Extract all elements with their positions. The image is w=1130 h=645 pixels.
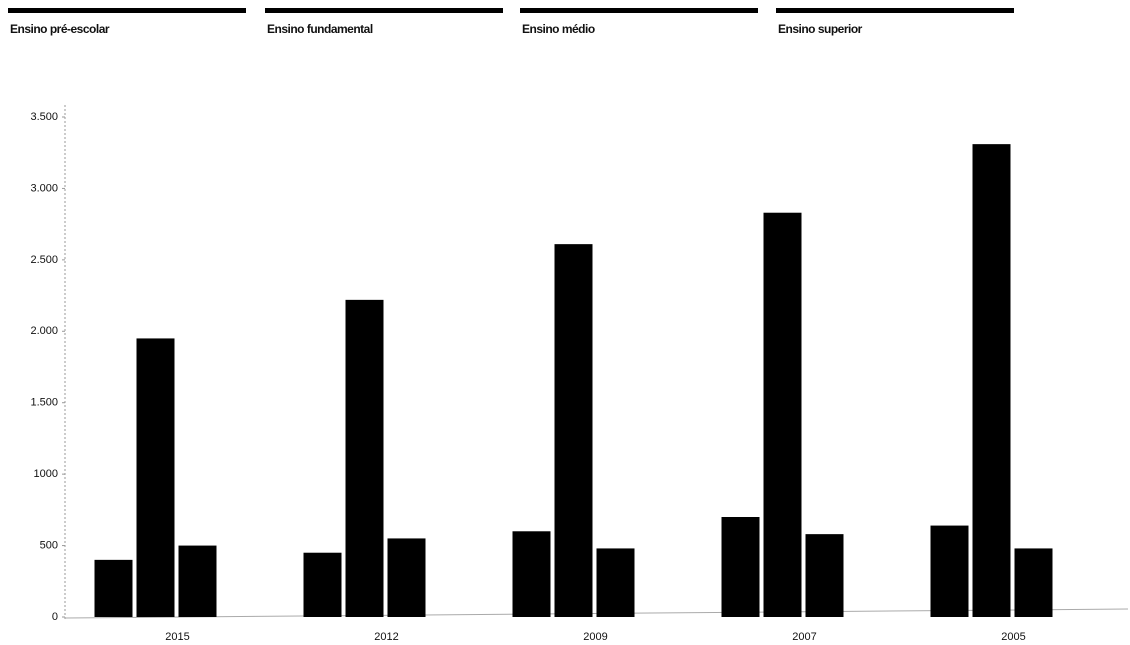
legend-swatch (776, 8, 1014, 13)
legend-swatch (8, 8, 246, 13)
bar (721, 517, 760, 617)
bar (972, 144, 1011, 617)
legend-label: Ensino fundamental (267, 22, 373, 36)
y-tick-label: 500 (40, 539, 58, 551)
bar (94, 559, 133, 617)
bar (303, 552, 342, 617)
bar (1014, 548, 1053, 617)
legend-swatch (265, 8, 503, 13)
y-tick-label: 0 (52, 611, 58, 623)
y-tick-label: 3.000 (30, 182, 58, 194)
bar (596, 548, 635, 617)
bar (763, 212, 802, 617)
x-tick-label: 2005 (1001, 631, 1025, 643)
bar (387, 538, 426, 617)
y-tick-label: 1.500 (30, 397, 58, 409)
x-tick-label: 2007 (792, 631, 816, 643)
bar (136, 338, 175, 617)
x-tick-label: 2015 (165, 631, 189, 643)
bar (554, 244, 593, 617)
x-tick-label: 2012 (374, 631, 398, 643)
legend-label: Ensino médio (522, 22, 595, 36)
legend-label: Ensino pré-escolar (10, 22, 110, 36)
bar (345, 299, 384, 617)
legend-label: Ensino superior (778, 22, 863, 36)
bar (512, 531, 551, 617)
y-tick-label: 3.500 (30, 111, 58, 123)
legend-swatch (520, 8, 758, 13)
bar (178, 545, 217, 617)
x-tick-label: 2009 (583, 631, 607, 643)
bar (805, 534, 844, 617)
y-tick-label: 2.500 (30, 254, 58, 266)
y-tick-label: 2.000 (30, 325, 58, 337)
bar (930, 525, 969, 617)
y-tick-label: 1000 (34, 468, 58, 480)
